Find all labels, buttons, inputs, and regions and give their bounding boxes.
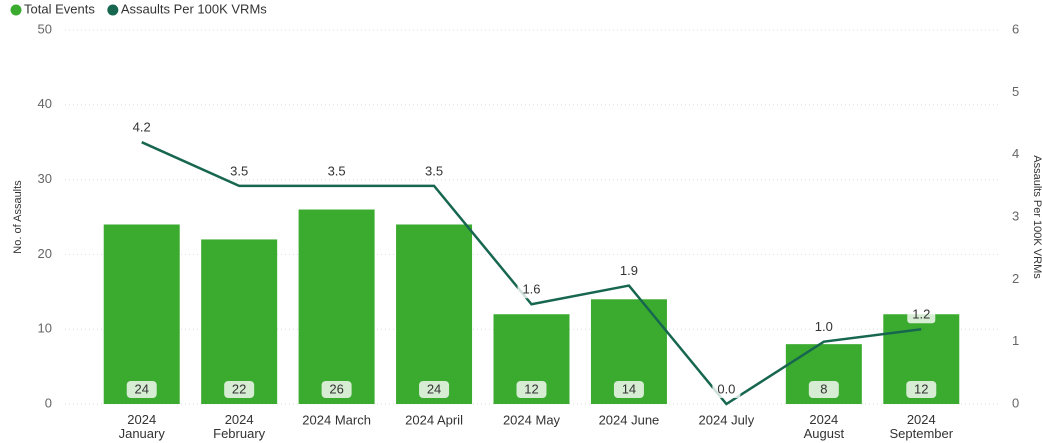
x-tick-label: 2024 August bbox=[804, 412, 845, 441]
y2-axis-title: Assaults Per 100K VRMs bbox=[1031, 155, 1042, 279]
y-tick-label: 10 bbox=[38, 321, 52, 336]
line-label: 1.0 bbox=[815, 319, 833, 334]
y-axis-title: No. of Assaults bbox=[12, 180, 24, 254]
line-label-box bbox=[517, 282, 546, 299]
y-tick-label: 50 bbox=[38, 21, 52, 36]
bar-label: 14 bbox=[622, 381, 636, 396]
x-tick-label: 2024 July bbox=[699, 412, 755, 427]
line-label: 4.2 bbox=[133, 120, 151, 135]
bar-label: 22 bbox=[232, 381, 246, 396]
line-label-box bbox=[907, 307, 936, 324]
line-label: 3.5 bbox=[425, 163, 443, 178]
bar-label-box bbox=[613, 381, 644, 398]
legend-label: Total Events bbox=[24, 1, 95, 16]
bar-label-box bbox=[906, 381, 937, 398]
bar-label-box bbox=[224, 381, 255, 398]
line-label: 1.9 bbox=[620, 263, 638, 278]
x-tick-label: 2024 June bbox=[599, 412, 660, 427]
x-tick-label: 2024 May bbox=[503, 412, 561, 427]
bar-label: 12 bbox=[524, 381, 538, 396]
bar-label: 12 bbox=[914, 381, 928, 396]
y2-tick-label: 3 bbox=[1012, 208, 1019, 223]
y2-tick-label: 0 bbox=[1012, 395, 1019, 410]
bar-label: 24 bbox=[134, 381, 148, 396]
line-label-box bbox=[809, 319, 838, 336]
x-tick-label: 2024 March bbox=[302, 412, 371, 427]
y-tick-label: 0 bbox=[45, 395, 52, 410]
x-tick-label: 2024 January bbox=[119, 412, 166, 441]
y2-tick-label: 1 bbox=[1012, 333, 1019, 348]
line-label: 1.2 bbox=[912, 307, 930, 322]
y-tick-label: 30 bbox=[38, 171, 52, 186]
bar-label-box bbox=[516, 381, 547, 398]
x-tick-label: 2024 April bbox=[405, 412, 463, 427]
x-tick-label: 2024 September bbox=[889, 412, 953, 441]
line-label: 1.6 bbox=[522, 282, 540, 297]
y2-tick-label: 4 bbox=[1012, 146, 1019, 161]
bar-label: 24 bbox=[427, 381, 441, 396]
bar bbox=[396, 224, 473, 404]
legend-swatch bbox=[10, 4, 22, 16]
bar bbox=[201, 239, 278, 404]
line bbox=[141, 141, 922, 406]
line-label: 0.0 bbox=[717, 381, 735, 396]
y-tick-label: 20 bbox=[38, 246, 52, 261]
line-label: 3.5 bbox=[230, 163, 248, 178]
bar-label-box bbox=[808, 381, 839, 398]
legend-swatch bbox=[107, 4, 119, 16]
bar-label: 8 bbox=[820, 381, 827, 396]
bar-label-box bbox=[321, 381, 352, 398]
y2-tick-label: 6 bbox=[1012, 21, 1019, 36]
bar-label-box bbox=[126, 381, 157, 398]
y-tick-label: 40 bbox=[38, 96, 52, 111]
bar bbox=[298, 209, 375, 404]
bar-label: 26 bbox=[329, 381, 343, 396]
y2-tick-label: 5 bbox=[1012, 84, 1019, 99]
y2-tick-label: 2 bbox=[1012, 271, 1019, 286]
legend-label: Assaults Per 100K VRMs bbox=[121, 1, 267, 16]
line-label-box bbox=[712, 382, 741, 398]
x-tick-label: 2024 February bbox=[213, 412, 266, 441]
line-label: 3.5 bbox=[328, 163, 346, 178]
bar bbox=[103, 224, 180, 404]
bar-label-box bbox=[419, 381, 450, 398]
